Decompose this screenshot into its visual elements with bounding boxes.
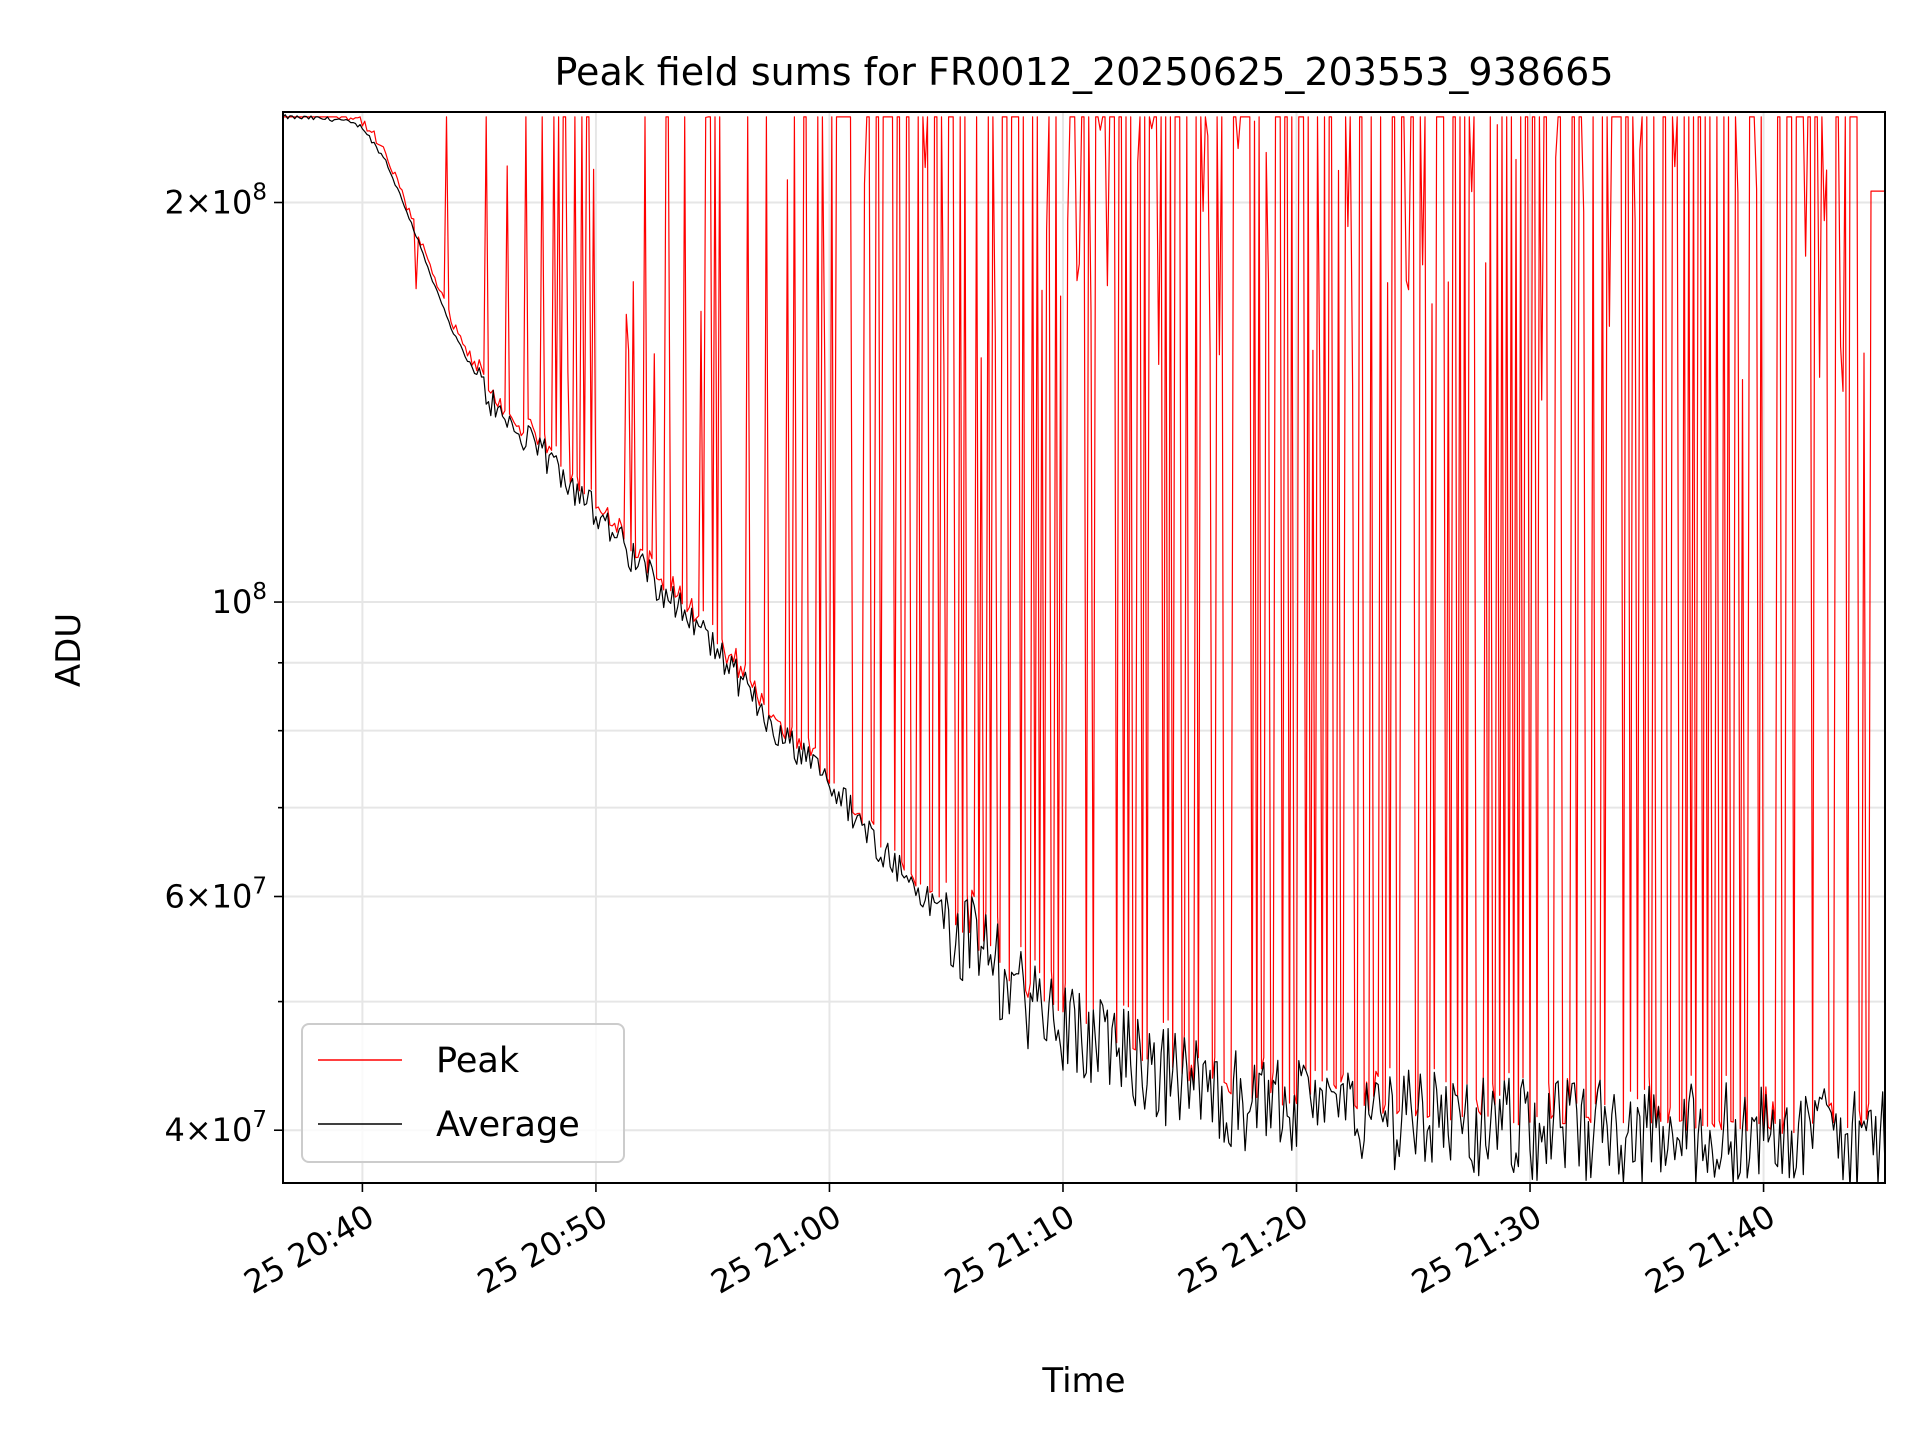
series-line-average: [283, 114, 1885, 1183]
x-tick-label: 25 21:10: [938, 1197, 1081, 1301]
x-tick-label: 25 20:50: [471, 1197, 614, 1301]
x-tick-label: 25 21:40: [1639, 1197, 1782, 1301]
y-tick-label: 6×107: [164, 873, 267, 915]
x-tick-label: 25 21:30: [1405, 1197, 1548, 1301]
legend-box: [301, 1023, 625, 1163]
x-tick-label: 25 21:20: [1172, 1197, 1315, 1301]
y-tick-label: 108: [212, 579, 267, 621]
y-tick-label: 4×107: [164, 1107, 267, 1149]
legend-label-peak: Peak: [436, 1041, 520, 1081]
y-tick-label: 2×108: [164, 180, 267, 222]
chart-title: Peak field sums for FR0012_20250625_2035…: [555, 50, 1614, 94]
plot-frame: [282, 111, 1886, 1184]
x-axis-label: Time: [1041, 1361, 1125, 1401]
x-tick-label: 25 20:40: [237, 1197, 380, 1301]
y-axis-label: ADU: [49, 613, 89, 687]
series-line-peak: [283, 116, 1885, 1134]
legend-label-average: Average: [436, 1105, 580, 1145]
legend: Peak Average: [301, 1023, 625, 1163]
x-tick-label: 25 21:00: [705, 1197, 848, 1301]
